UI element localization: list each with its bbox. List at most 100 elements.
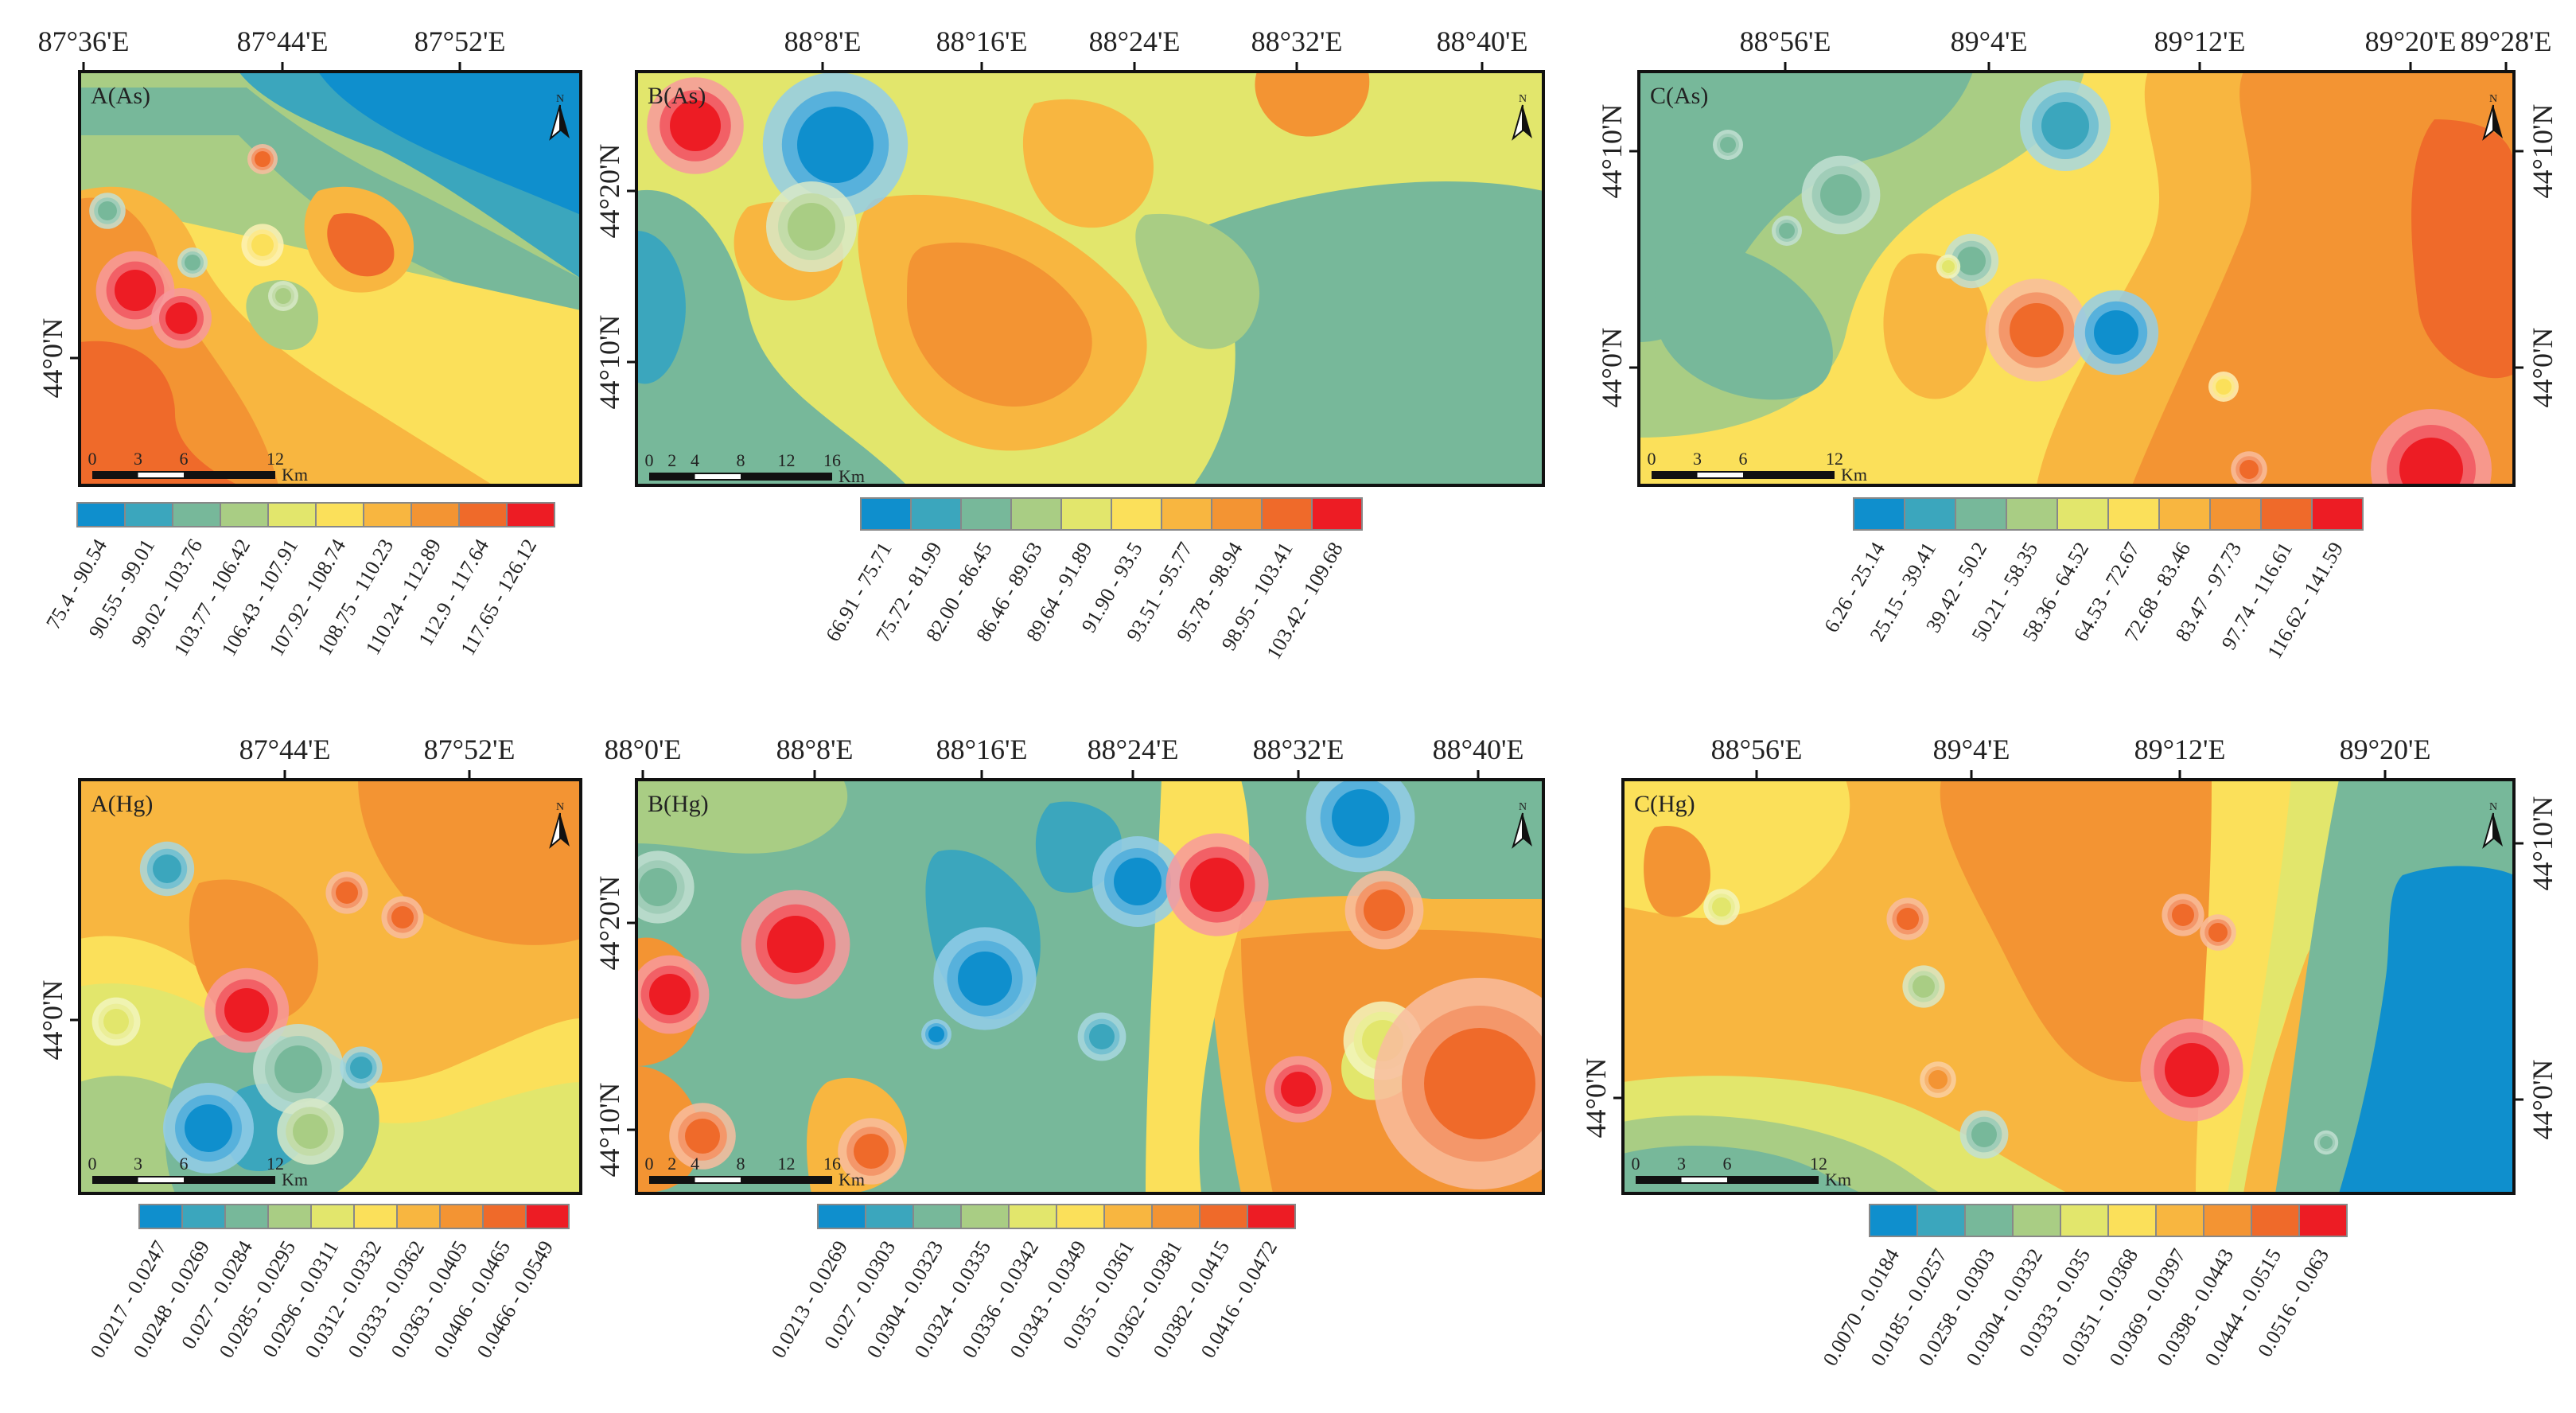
- legend-swatch: [2158, 497, 2211, 531]
- scale-tick-label: 4: [691, 1154, 699, 1174]
- legend-swatch: [1311, 497, 1363, 531]
- latitude-label: 44°10'N: [2527, 104, 2558, 199]
- concentration-hotspot: [2162, 893, 2204, 936]
- north-arrow-icon: N: [1512, 93, 1532, 141]
- map-panel-c-as: C(As) 88°56'E 89°4'E 89°12'E 89°20'E 89°28'E 4…: [1596, 25, 2558, 663]
- north-label: N: [2489, 801, 2497, 813]
- concentration-hotspot: [741, 889, 850, 999]
- legend-swatch: [458, 502, 508, 527]
- concentration-hotspot: [1077, 1012, 1127, 1061]
- legend-swatch: [396, 1204, 441, 1229]
- latitude-label: 44°0'N: [1580, 1058, 1612, 1139]
- map-panel-a-as: A(As) 87°36'E 87°44'E 87°52'E 44°0'N N 0 3 6 12Km…: [37, 25, 582, 660]
- scale-tick-label: 6: [180, 449, 189, 469]
- longitude-label: 88°8'E: [784, 25, 862, 57]
- concentration-hotspot: [247, 144, 278, 174]
- concentration-hotspot: [340, 1046, 383, 1089]
- longitude-label: 88°24'E: [1088, 734, 1179, 765]
- legend-swatch: [172, 502, 221, 527]
- legend-swatch: [411, 502, 460, 527]
- scale-tick-label: 6: [1723, 1154, 1732, 1174]
- legend-swatch: [1955, 497, 2007, 531]
- contour-zone: [327, 213, 395, 277]
- concentration-hotspot: [1772, 216, 1802, 246]
- longitude-label: 88°32'E: [1253, 734, 1344, 765]
- legend-swatch: [1008, 1204, 1057, 1229]
- longitude-label: 88°40'E: [1437, 25, 1528, 57]
- longitude-label: 88°16'E: [936, 25, 1028, 57]
- panel-title: A(Hg): [91, 791, 153, 817]
- contour-zone: [907, 242, 1092, 407]
- concentration-hotspot: [1985, 278, 2088, 382]
- map-panel-b-hg: B(Hg)88°0'E 88°8'E 88°16'E 88°24'E 88°32'E 88…: [593, 734, 1545, 1362]
- longitude-label: 87°36'E: [38, 25, 130, 57]
- legend-swatch: [2260, 497, 2313, 531]
- scale-tick-label: 12: [1826, 449, 1843, 469]
- panel-title: B(Hg): [648, 791, 709, 817]
- legend-swatch: [1010, 497, 1062, 531]
- latitude-label: 44°0'N: [1596, 328, 1628, 408]
- scale-tick-label: 0: [645, 1154, 654, 1174]
- legend-swatch: [224, 1204, 269, 1229]
- legend-swatch: [2155, 1204, 2204, 1237]
- concentration-hotspot: [2231, 451, 2267, 485]
- latitude-label: 44°0'N: [2527, 1060, 2558, 1140]
- scale-tick-label: 12: [267, 449, 284, 469]
- concentration-hotspot: [1902, 965, 1945, 1008]
- concentration-hotspot: [2313, 1130, 2339, 1155]
- scale-tick-label: 12: [778, 1154, 796, 1174]
- interpolation-surface: [1623, 780, 2514, 1193]
- legend-swatch: [1261, 497, 1313, 531]
- scale-unit-label: Km: [839, 466, 865, 486]
- scale-tick-label: 8: [737, 1154, 745, 1174]
- concentration-hotspot: [636, 851, 695, 924]
- legend-swatch: [315, 502, 364, 527]
- scale-tick-label: 8: [737, 450, 745, 470]
- concentration-hotspot: [669, 1103, 736, 1170]
- panel-title: B(As): [648, 83, 706, 109]
- north-label: N: [2489, 93, 2497, 105]
- longitude-label: 89°12'E: [2154, 25, 2246, 57]
- scale-tick-label: 12: [778, 450, 796, 470]
- concentration-hotspot: [647, 77, 744, 174]
- longitude-label: 88°16'E: [936, 734, 1028, 765]
- map-frame: [635, 70, 1545, 487]
- longitude-label: 88°40'E: [1433, 734, 1524, 765]
- longitude-label: 88°56'E: [1711, 734, 1803, 765]
- contour-zone: [246, 280, 318, 350]
- concentration-hotspot: [241, 224, 284, 267]
- latitude-label: 44°0'N: [2527, 328, 2558, 408]
- longitude-label: 87°44'E: [239, 734, 331, 765]
- concentration-hotspot: [1801, 155, 1881, 235]
- scale-unit-label: Km: [1825, 1170, 1851, 1189]
- legend-swatch: [1199, 1204, 1248, 1229]
- scale-tick-label: 4: [691, 450, 699, 470]
- map-frame: [1621, 778, 2516, 1195]
- north-label: N: [556, 93, 564, 105]
- scale-unit-label: Km: [1841, 465, 1867, 485]
- legend-swatch: [2012, 1204, 2061, 1237]
- panel-title: A(As): [91, 83, 150, 109]
- contour-zone: [1022, 99, 1154, 228]
- concentration-hotspot: [1344, 870, 1424, 950]
- contour-zone: [2228, 780, 2514, 1193]
- concentration-hotspot: [2371, 409, 2492, 485]
- legend-swatch: [1964, 1204, 2014, 1237]
- legend-swatch: [1056, 1204, 1105, 1229]
- legend-swatch: [1247, 1204, 1296, 1229]
- scale-tick-label: 3: [134, 449, 142, 469]
- concentration-hotspot: [921, 1019, 951, 1049]
- contour-zone: [1655, 243, 1833, 400]
- map-frame: [78, 778, 582, 1195]
- concentration-hotspot: [1920, 1061, 1956, 1098]
- interpolation-surface: [636, 780, 1543, 1193]
- concentration-hotspot: [1165, 833, 1269, 936]
